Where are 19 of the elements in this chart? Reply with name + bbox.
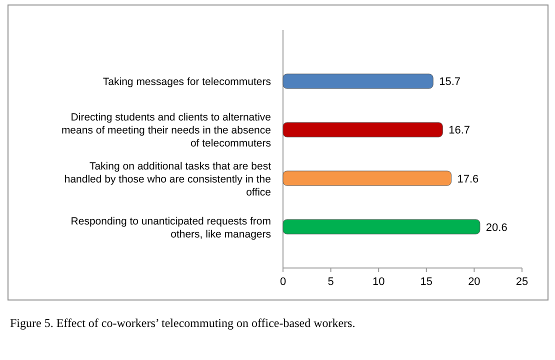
data-label: 20.6	[486, 222, 508, 234]
bar	[282, 74, 434, 89]
data-label: 15.7	[439, 76, 461, 88]
x-tick-label: 15	[420, 276, 433, 288]
x-tick-label: 25	[516, 276, 528, 288]
bar	[282, 219, 480, 234]
x-tick-label: 10	[372, 276, 385, 288]
y-tick-label: Responding to unanticipated requests from others, like managers	[70, 215, 272, 240]
data-label: 17.6	[457, 173, 479, 186]
bar	[282, 170, 452, 186]
bar	[282, 122, 443, 138]
y-tick-label: Taking on additional tasks that are best handled by those who are consistently in the office	[64, 160, 272, 198]
data-label: 16.7	[448, 124, 470, 137]
caption: Figure 5. Effect of co-workers’ telecommuting on office-based workers.	[10, 316, 356, 330]
y-tick-label: Directing students and clients to alternative means of meeting their needs in the absence of telecommuters	[61, 112, 272, 150]
x-tick-label: 5	[328, 276, 334, 288]
y-tick-label: Taking messages for telecommuters	[102, 76, 271, 88]
x-tick-label: 0	[280, 276, 286, 288]
x-tick-label: 20	[468, 276, 480, 288]
